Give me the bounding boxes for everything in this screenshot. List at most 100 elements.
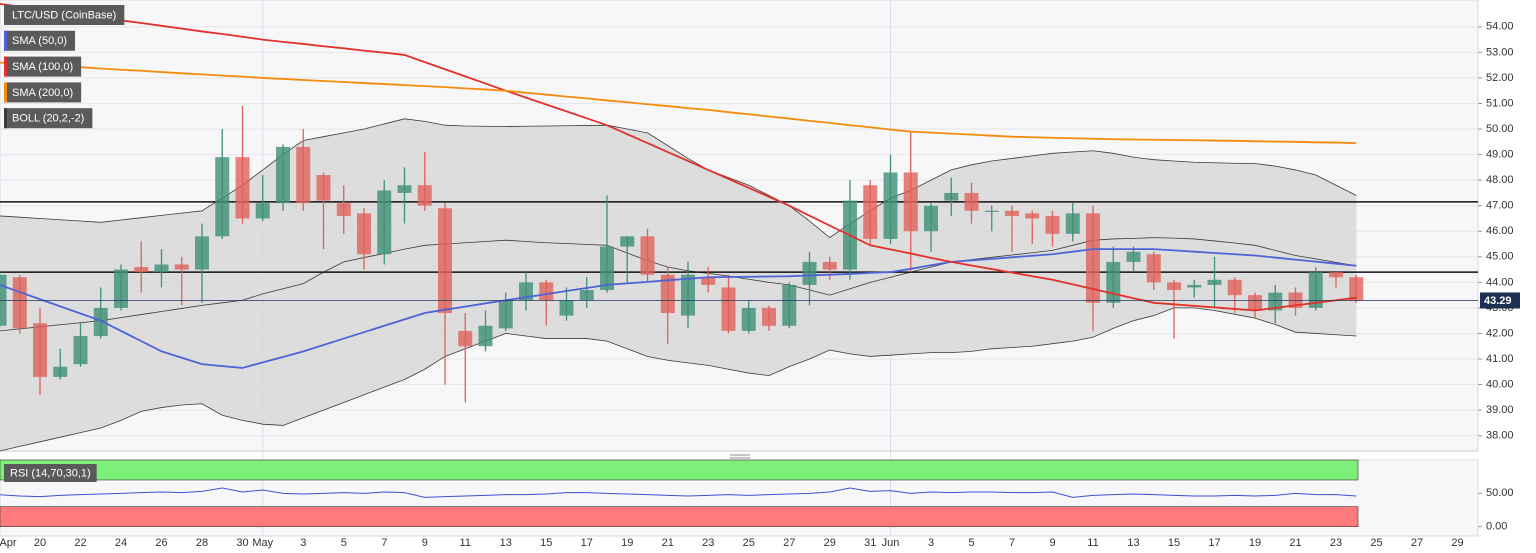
x-tick-label: 29 [1451,537,1463,549]
legend-item: SMA (50,0) [4,30,76,51]
candle-body [1349,277,1364,301]
candle-body [782,284,797,326]
candle-body [377,190,392,255]
y-tick-label: 42.00 [1486,327,1514,339]
y-tick-label: 50.00 [1486,123,1514,135]
candle-body [1146,254,1161,283]
legend-label: RSI (14,70,30,1) [10,467,91,479]
x-tick-label: 3 [928,537,934,549]
x-tick-label: 7 [381,537,387,549]
candle-body [235,157,250,219]
candle-body [276,146,290,204]
candle-body [397,185,412,193]
candle-body [822,261,837,270]
x-tick-label: 7 [1009,537,1015,549]
x-tick-label: 11 [1087,537,1098,549]
candle-body [1248,295,1262,311]
candle-body [296,146,311,204]
x-tick-label: 9 [1049,537,1055,549]
x-tick-label: 22 [74,537,86,549]
x-tick-label: 5 [968,537,974,549]
y-tick-label: 47.00 [1486,200,1514,212]
x-tick-label: 26 [155,537,167,549]
x-tick-label: 15 [1168,537,1180,549]
legend-label: BOLL (20,2,-2) [12,113,84,125]
x-tick-label: 19 [1249,537,1261,549]
legend-swatch [4,108,7,129]
x-tick-label: Apr [0,537,17,549]
legend-item: BOLL (20,2,-2) [4,108,93,129]
last-price-box [1480,292,1520,309]
candle-body [1065,213,1080,234]
candle-body [640,236,655,275]
y-tick-label: 40.00 [1486,378,1514,390]
candle-body [681,274,695,316]
candle-body [1126,251,1141,262]
x-tick-label: 9 [422,537,428,549]
candle-body [1106,261,1121,303]
legend-item: SMA (100,0) [4,56,82,77]
legend-item: SMA (200,0) [4,82,82,103]
x-tick-label: 11 [460,537,471,549]
candle-body [1308,272,1323,308]
x-tick-label: 23 [702,537,714,549]
candle-body [579,290,594,301]
candle-body [73,336,88,365]
candle-body [255,203,270,219]
candle-body [1005,210,1019,216]
candle-body [478,325,493,347]
candle-body [417,185,432,206]
candle-body [438,208,452,314]
x-tick-label: 31 [864,537,876,549]
candle-body [498,300,513,329]
x-tick-label: 21 [1289,537,1301,549]
legend-item: RSI (14,70,30,1) [4,464,97,482]
x-tick-label: Jun [882,537,900,549]
candle-body [984,210,999,213]
candle-body [620,236,635,247]
candle-body [12,277,27,329]
candle-body [1329,272,1343,278]
rsi-band [0,506,1359,527]
candle-body [1207,279,1222,285]
legend-box [4,464,97,482]
sma-line [0,248,1357,369]
sma-line [0,2,1357,312]
x-tick-label: 28 [196,537,208,549]
x-tick-label: 29 [824,537,836,549]
legend-swatch [4,30,7,51]
y-tick-label: 46.00 [1486,225,1514,237]
candle-body [924,205,938,232]
x-tick-label: 13 [1127,537,1139,549]
candle-body [802,261,817,285]
y-tick-label: 0.00 [1486,521,1507,533]
sma-line [0,61,1357,144]
x-tick-label: 15 [540,537,552,549]
legend-label: SMA (200,0) [12,87,73,99]
candle-body [863,185,878,239]
legend-box [4,108,93,129]
candle-body [174,264,189,270]
rsi-line [0,487,1357,498]
candle-body [215,157,230,237]
x-tick-label: 19 [621,537,633,549]
y-tick-label: 52.00 [1486,72,1514,84]
resize-handle[interactable] [730,454,750,459]
candle-body [53,366,68,377]
candle-body [741,307,756,331]
x-tick-label: 17 [1208,537,1220,549]
bollinger-lower [0,307,1357,452]
legend-box [4,30,76,51]
candle-body [357,213,371,255]
legend-label: SMA (50,0) [12,35,67,47]
candle-body [660,274,675,314]
x-tick-label: 17 [581,537,593,549]
y-tick-label: 48.00 [1486,174,1514,186]
candle-body [195,236,209,270]
y-tick-label: 41.00 [1486,353,1514,365]
candle-body [539,282,554,301]
candle-body [1086,213,1100,303]
y-tick-label: 54.00 [1486,21,1514,33]
y-tick-label: 44.00 [1486,276,1514,288]
